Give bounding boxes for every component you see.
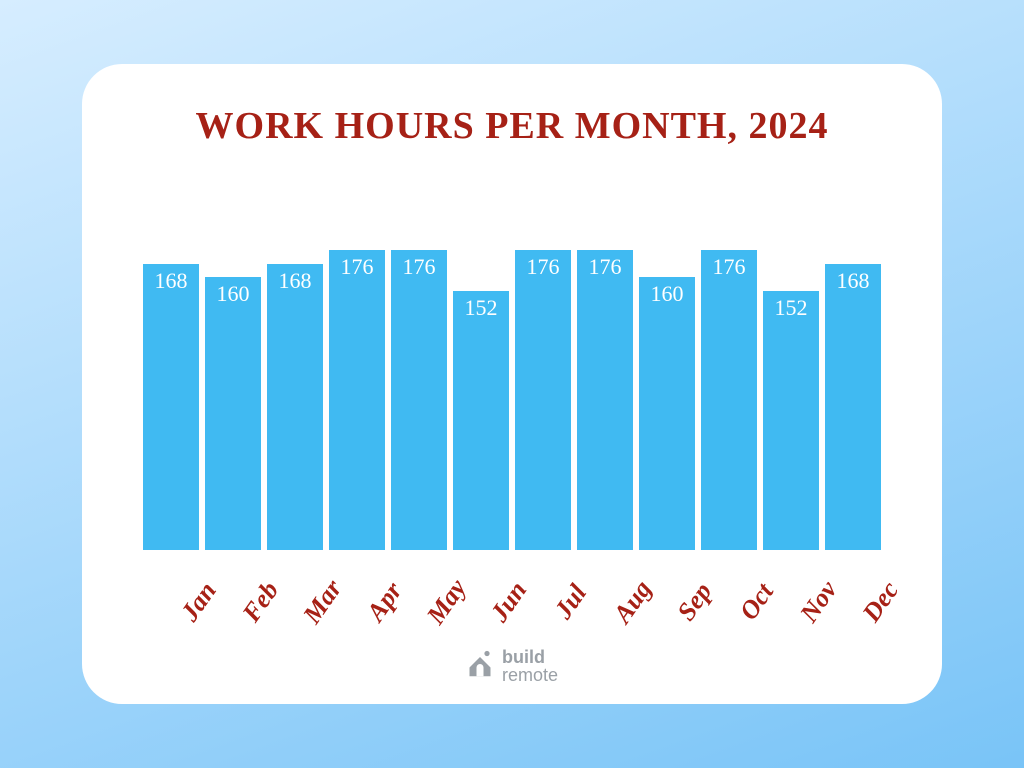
bar-wrap: 160: [205, 277, 261, 550]
bar-value-label: 176: [577, 254, 633, 280]
bar: 152: [763, 291, 819, 550]
bar: 168: [825, 264, 881, 550]
bar-value-label: 152: [763, 295, 819, 321]
bar-value-label: 168: [143, 268, 199, 294]
bar-wrap: 176: [329, 250, 385, 550]
bar-wrap: 152: [763, 291, 819, 550]
page-background: WORK HOURS PER MONTH, 2024 1681601681761…: [0, 0, 1024, 768]
bar: 176: [391, 250, 447, 550]
bar: 168: [143, 264, 199, 550]
bar-wrap: 176: [577, 250, 633, 550]
bar-wrap: 176: [701, 250, 757, 550]
bar: 168: [267, 264, 323, 550]
bar-value-label: 176: [391, 254, 447, 280]
bar-value-label: 176: [515, 254, 571, 280]
bar-wrap: 168: [825, 264, 881, 550]
bar-value-label: 176: [329, 254, 385, 280]
bar-wrap: 160: [639, 277, 695, 550]
bar-value-label: 160: [205, 281, 261, 307]
bar-value-label: 168: [267, 268, 323, 294]
bar: 176: [329, 250, 385, 550]
bar-wrap: 152: [453, 291, 509, 550]
bar: 160: [639, 277, 695, 550]
bar-value-label: 168: [825, 268, 881, 294]
chart-title: WORK HOURS PER MONTH, 2024: [196, 104, 829, 148]
bar: 160: [205, 277, 261, 550]
bar-wrap: 176: [515, 250, 571, 550]
bar-value-label: 176: [701, 254, 757, 280]
bar-chart: 168160168176176152176176160176152168: [112, 188, 912, 550]
bar: 176: [515, 250, 571, 550]
x-axis-label: Dec: [852, 570, 950, 662]
bar: 176: [701, 250, 757, 550]
bar-wrap: 168: [143, 264, 199, 550]
bar-wrap: 176: [391, 250, 447, 550]
bar-wrap: 168: [267, 264, 323, 550]
chart-card: WORK HOURS PER MONTH, 2024 1681601681761…: [82, 64, 942, 704]
bar: 176: [577, 250, 633, 550]
bar-value-label: 152: [453, 295, 509, 321]
x-axis-labels: JanFebMarAprMayJunJulAugSepOctNovDec: [112, 558, 912, 638]
bar: 152: [453, 291, 509, 550]
bar-value-label: 160: [639, 281, 695, 307]
